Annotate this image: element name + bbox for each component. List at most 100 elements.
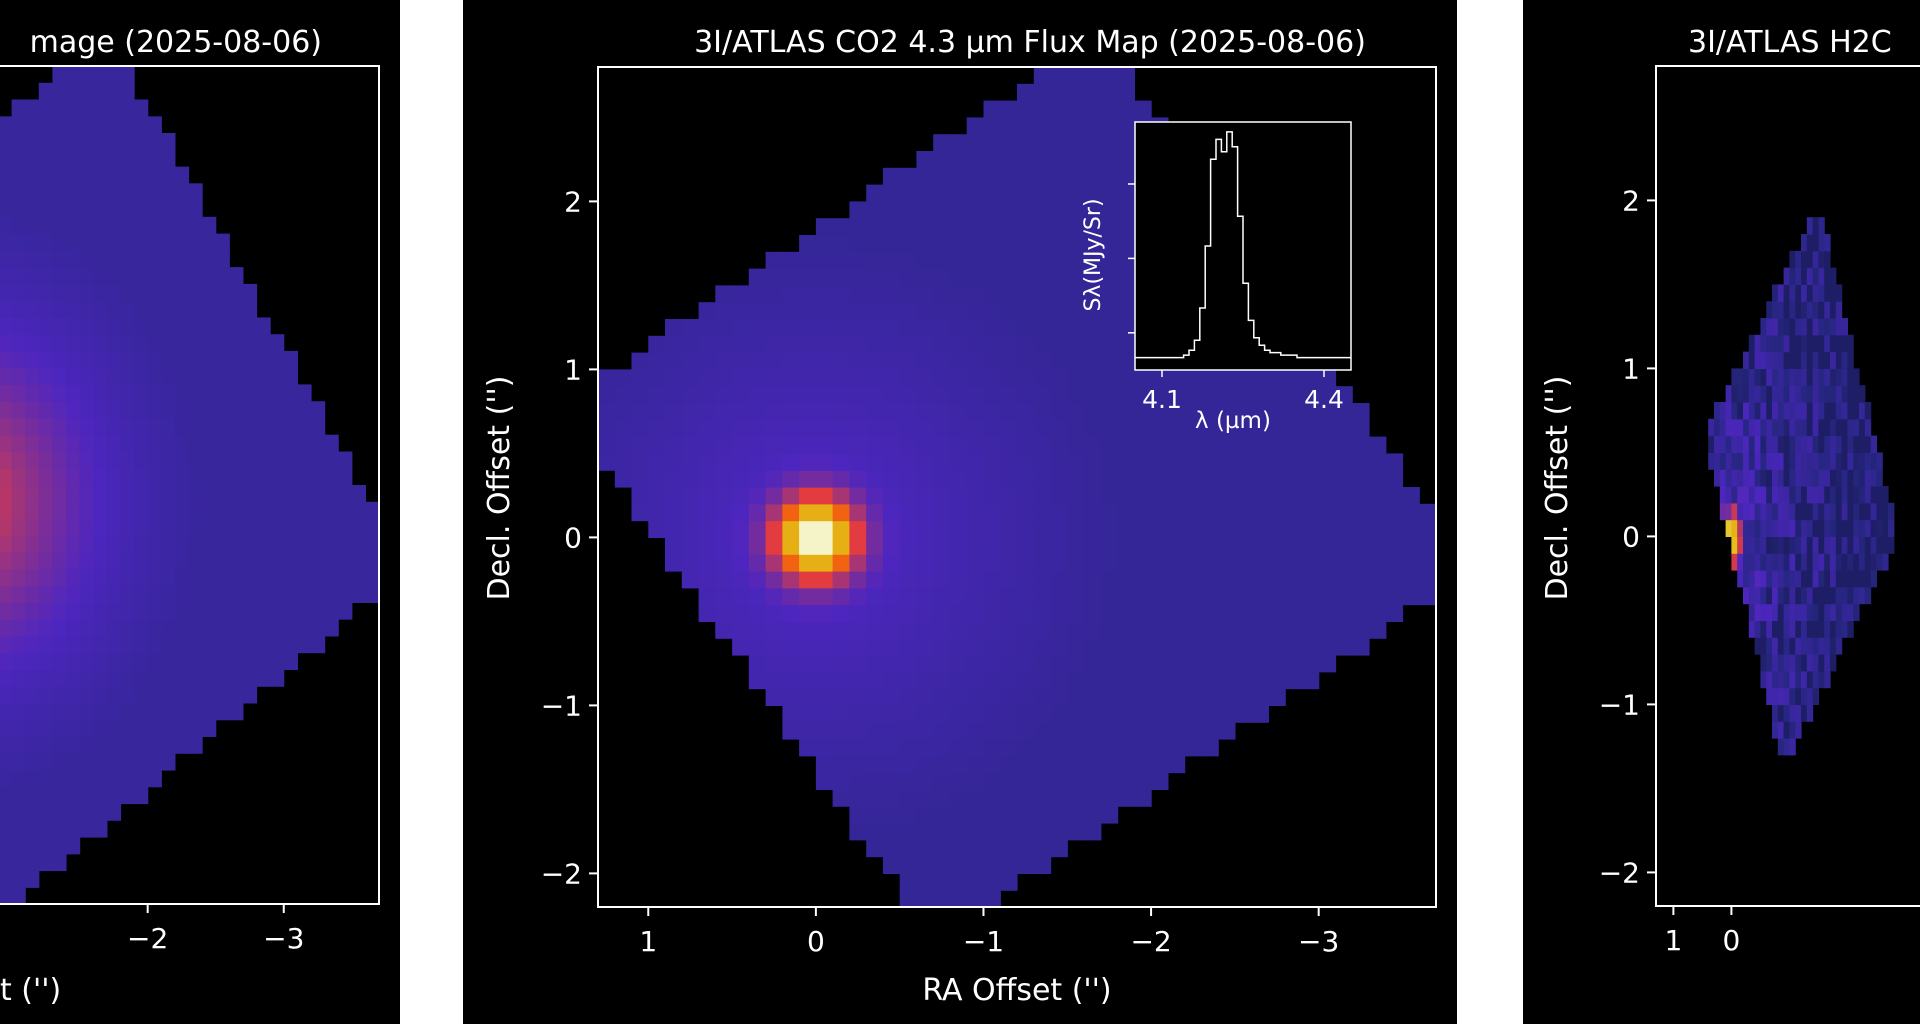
map-pixel xyxy=(1201,655,1219,673)
map-pixel xyxy=(1050,235,1068,253)
map-pixel xyxy=(120,736,135,754)
map-pixel xyxy=(1352,503,1370,522)
map-pixel xyxy=(1134,604,1152,622)
map-pixel xyxy=(11,384,26,402)
map-pixel xyxy=(899,722,918,740)
map-pixel xyxy=(933,235,951,253)
map-pixel xyxy=(1251,655,1269,673)
map-pixel xyxy=(1017,671,1035,690)
map-pixel xyxy=(1772,519,1779,537)
map-pixel xyxy=(1017,285,1035,303)
map-pixel xyxy=(1084,755,1102,774)
map-pixel xyxy=(1795,435,1802,453)
map-pixel xyxy=(1050,285,1068,303)
map-pixel xyxy=(1847,418,1854,437)
map-pixel xyxy=(933,319,951,337)
map-pixel xyxy=(1806,502,1814,521)
map-pixel xyxy=(1050,655,1068,673)
map-pixel xyxy=(1134,453,1152,471)
map-pixel xyxy=(849,671,867,690)
map-pixel xyxy=(966,151,985,169)
map-pixel xyxy=(916,201,934,219)
map-pixel xyxy=(1000,688,1018,706)
map-pixel xyxy=(631,470,649,488)
map-pixel xyxy=(1285,655,1303,673)
map-pixel xyxy=(1251,604,1269,622)
map-pixel xyxy=(0,669,13,687)
map-pixel xyxy=(1000,487,1018,505)
map-pixel xyxy=(120,200,135,218)
map-pixel xyxy=(174,334,190,352)
map-pixel xyxy=(1000,638,1018,656)
map-pixel xyxy=(174,736,190,754)
map-pixel xyxy=(1737,402,1744,420)
map-pixel xyxy=(1268,520,1286,538)
map-pixel xyxy=(983,235,1001,253)
map-pixel xyxy=(134,736,149,754)
map-pixel xyxy=(665,520,683,538)
map-pixel xyxy=(1818,351,1825,369)
map-pixel xyxy=(1285,554,1303,572)
map-pixel xyxy=(849,419,867,438)
map-pixel xyxy=(93,485,108,503)
map-pixel xyxy=(933,722,951,740)
map-pixel xyxy=(283,619,298,637)
map-pixel xyxy=(1100,302,1119,320)
map-pixel xyxy=(120,518,135,536)
map-pixel xyxy=(1067,823,1085,841)
map-pixel xyxy=(1100,167,1119,186)
map-pixel xyxy=(134,133,149,151)
map-pixel xyxy=(134,317,149,335)
map-pixel xyxy=(1731,385,1738,403)
map-pixel xyxy=(1201,688,1219,706)
map-pixel xyxy=(93,518,108,536)
map-pixel xyxy=(1335,470,1353,488)
map-pixel xyxy=(79,350,94,369)
map-pixel xyxy=(748,487,767,505)
map-pixel xyxy=(1033,688,1052,706)
map-pixel xyxy=(899,218,918,236)
map-pixel xyxy=(1760,570,1767,588)
map-pixel xyxy=(1134,722,1152,740)
map-pixel xyxy=(1795,654,1802,672)
map-pixel xyxy=(188,485,203,503)
map-pixel xyxy=(52,686,67,704)
map-pixel xyxy=(1835,469,1843,487)
map-pixel xyxy=(1806,469,1814,487)
map-pixel xyxy=(79,736,94,754)
map-pixel xyxy=(648,503,666,522)
map-pixel xyxy=(161,702,176,721)
map-pixel xyxy=(1084,587,1102,606)
map-pixel xyxy=(1801,334,1808,353)
map-pixel xyxy=(66,216,81,235)
map-pixel xyxy=(866,369,884,387)
map-pixel xyxy=(52,602,67,620)
map-pixel xyxy=(147,769,162,788)
map-pixel xyxy=(1218,705,1236,723)
map-pixel xyxy=(1795,250,1802,269)
map-pixel xyxy=(1830,553,1837,571)
map-pixel xyxy=(983,604,1001,622)
map-pixel xyxy=(1853,536,1860,554)
map-pixel xyxy=(25,568,40,587)
map-pixel xyxy=(52,468,67,486)
map-pixel xyxy=(1335,638,1353,656)
map-pixel xyxy=(866,537,884,555)
map-pixel xyxy=(202,350,217,369)
map-pixel xyxy=(1859,553,1866,571)
map-pixel xyxy=(866,285,884,303)
map-pixel xyxy=(215,568,230,587)
map-pixel xyxy=(1201,739,1219,757)
map-pixel xyxy=(1841,435,1848,453)
map-pixel xyxy=(79,568,94,587)
x-tick-label: −2 xyxy=(1130,925,1171,958)
map-pixel xyxy=(1017,134,1035,152)
map-pixel xyxy=(1725,435,1732,453)
map-pixel xyxy=(11,468,26,486)
map-pixel xyxy=(882,419,901,438)
map-pixel xyxy=(933,503,951,522)
map-pixel xyxy=(1795,368,1802,386)
map-pixel xyxy=(815,235,834,253)
inset-y-axis-label: Sλ(MJy/Sr) xyxy=(1081,198,1106,311)
map-pixel xyxy=(161,518,176,536)
